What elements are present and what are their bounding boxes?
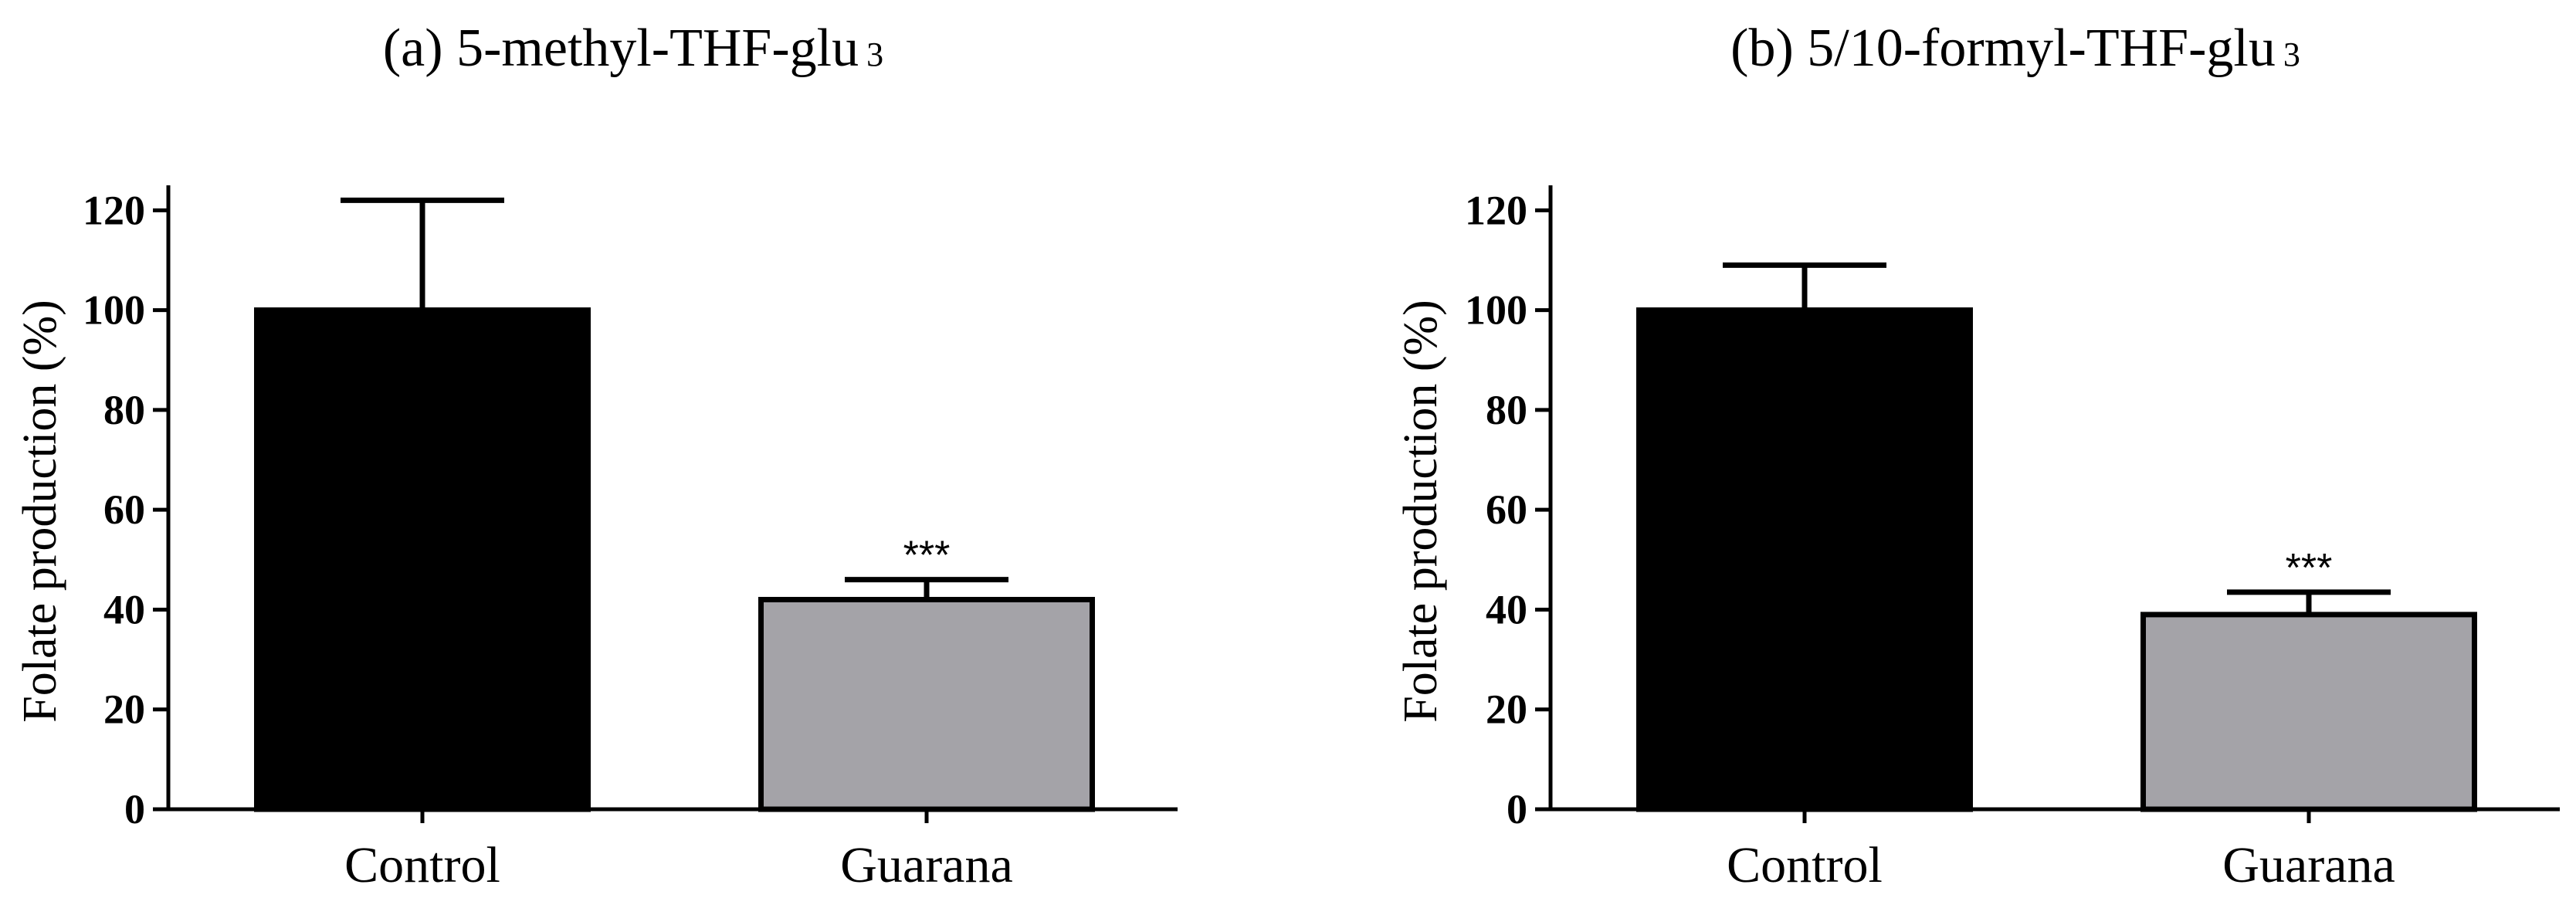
chart-b: (b) 5/10-formyl-THF-glu 3 Folate producti… (1395, 19, 2560, 893)
chart-b-x-tick-label: Control (1727, 837, 1883, 893)
chart-a-y-tick-label: 120 (83, 187, 145, 233)
chart-a-y-tick-label: 60 (103, 486, 145, 533)
chart-b-y-tick-label: 40 (1486, 586, 1527, 632)
chart-b-significance-label: *** (2286, 546, 2333, 591)
chart-a-bar (254, 307, 591, 812)
chart-a-y-tick-label: 20 (103, 686, 145, 733)
chart-b-y-tick-label: 20 (1486, 686, 1527, 733)
chart-b-y-tick-label: 0 (1507, 786, 1527, 832)
chart-a-y-tick-label: 40 (103, 586, 145, 632)
chart-b-bar (2140, 612, 2477, 812)
chart-b-y-tick-label: 100 (1465, 287, 1527, 334)
chart-b-title: (b) 5/10-formyl-THF-glu 3 (1730, 19, 2300, 78)
chart-b-y-tick-label: 80 (1486, 387, 1527, 433)
chart-a-y-axis-label: Folate production (%) (14, 300, 66, 723)
chart-a-y-tick-label: 80 (103, 387, 145, 433)
chart-b-x-tick-label: Guarana (2222, 837, 2395, 893)
chart-a-x-tick-label: Guarana (840, 837, 1013, 893)
chart-a: (a) 5-methyl-THF-glu 3 Folate production … (14, 19, 1178, 893)
chart-a-y-tick-label: 100 (83, 287, 145, 334)
chart-a-y-tick-label: 0 (124, 786, 145, 832)
chart-b-y-tick-label: 60 (1486, 486, 1527, 533)
chart-a-x-tick-label: Control (344, 837, 500, 893)
chart-b-y-tick-label: 120 (1465, 187, 1527, 233)
chart-b-bar (1636, 307, 1973, 812)
chart-a-bar (758, 597, 1095, 812)
chart-a-significance-label: *** (903, 534, 951, 578)
chart-b-y-axis-label: Folate production (%) (1395, 300, 1447, 723)
chart-a-title: (a) 5-methyl-THF-glu 3 (383, 19, 883, 78)
